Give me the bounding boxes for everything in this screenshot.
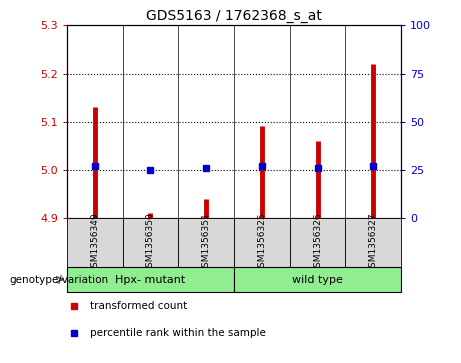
Title: GDS5163 / 1762368_s_at: GDS5163 / 1762368_s_at xyxy=(146,9,322,23)
Text: Hpx- mutant: Hpx- mutant xyxy=(115,274,185,285)
Text: GSM1356349: GSM1356349 xyxy=(90,212,99,273)
Text: GSM1356326: GSM1356326 xyxy=(313,212,322,273)
Bar xyxy=(345,218,401,267)
Bar xyxy=(290,218,345,267)
Bar xyxy=(234,267,401,292)
Text: transformed count: transformed count xyxy=(90,301,188,311)
Text: genotype/variation: genotype/variation xyxy=(9,274,108,285)
Bar xyxy=(234,218,290,267)
Text: percentile rank within the sample: percentile rank within the sample xyxy=(90,328,266,338)
Text: GSM1356350: GSM1356350 xyxy=(146,212,155,273)
Bar xyxy=(178,218,234,267)
Bar xyxy=(67,267,234,292)
Bar xyxy=(123,218,178,267)
Bar xyxy=(67,218,123,267)
Text: GSM1356351: GSM1356351 xyxy=(201,212,211,273)
Text: GSM1356325: GSM1356325 xyxy=(257,212,266,273)
Text: wild type: wild type xyxy=(292,274,343,285)
Text: GSM1356327: GSM1356327 xyxy=(369,212,378,273)
